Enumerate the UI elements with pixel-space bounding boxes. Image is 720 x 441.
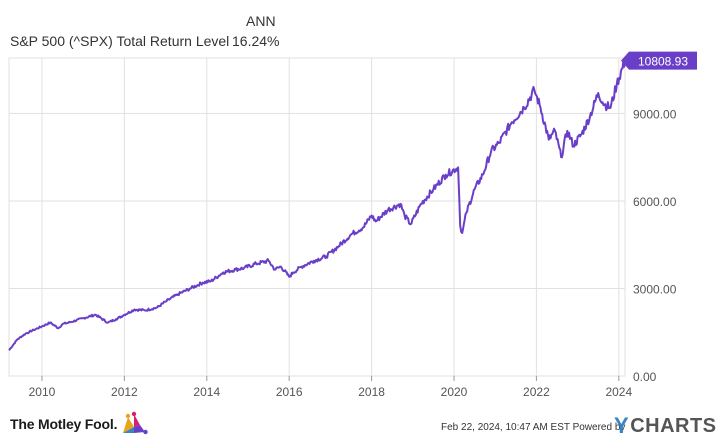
chart-footer: The Motley Fool. Feb 22, 2024, 10:47 AM … (0, 404, 720, 441)
legend-series-value: 16.24% (232, 33, 280, 49)
x-tick-label: 2024 (605, 385, 632, 399)
last-value-label: 10808.93 (638, 55, 688, 69)
plot-frame (8, 57, 626, 377)
motley-fool-wordmark: The Motley Fool (10, 416, 114, 432)
x-tick-label: 2022 (523, 385, 550, 399)
last-value-flag: 10808.93 (621, 51, 697, 70)
x-tick-label: 2020 (441, 385, 468, 399)
x-tick-label: 2014 (193, 385, 220, 399)
x-tick-label: 2016 (276, 385, 303, 399)
y-tick-label: 6000.00 (633, 195, 677, 209)
x-axis: 2010 2012 2014 2016 2018 2020 2022 2024 (29, 376, 632, 399)
last-value-marker (621, 51, 697, 70)
y-tick-label: 3000.00 (633, 282, 677, 296)
legend-column-header: ANN (246, 13, 276, 29)
y-tick-label: 9000.00 (633, 107, 677, 121)
ycharts-logo[interactable]: Y CHARTS (614, 413, 717, 438)
chart-series-layer (8, 59, 626, 351)
timestamp-powered-by: Feb 22, 2024, 10:47 AM EST Powered by (441, 422, 626, 433)
y-axis: 0.00 3000.00 6000.00 9000.00 (633, 107, 677, 384)
chart-legend: ANN S&P 500 (^SPX) Total Return Level 16… (0, 0, 720, 55)
x-tick-label: 2010 (29, 385, 56, 399)
legend-series-name[interactable]: S&P 500 (^SPX) Total Return Level (10, 33, 230, 49)
series-line[interactable] (8, 59, 626, 351)
chart-grid (8, 57, 626, 377)
motley-fool-logo[interactable]: The Motley Fool. (10, 410, 148, 438)
x-tick-label: 2012 (111, 385, 138, 399)
x-tick-label: 2018 (358, 385, 385, 399)
jester-cap-icon (123, 411, 148, 435)
y-tick-label: 0.00 (633, 370, 657, 384)
